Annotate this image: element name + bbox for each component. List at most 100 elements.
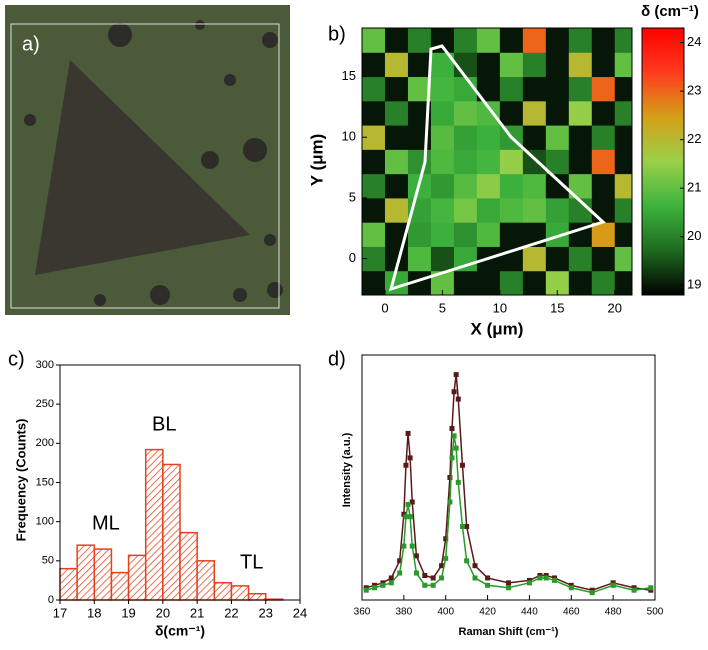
- heat-cell: [362, 76, 386, 102]
- heat-cell: [362, 270, 386, 295]
- heat-cell: [384, 100, 409, 126]
- x-axis-label: δ(cm⁻¹): [155, 623, 205, 639]
- spectrum-marker: [422, 573, 428, 578]
- heat-cell: [522, 149, 547, 175]
- x-tick-label: 5: [439, 300, 446, 315]
- x-tick-label: 440: [521, 607, 538, 618]
- map-panel: 0 5 10 15 20 0 5 10 15 X (μm) Y (μm) b) 19 20 21 22 23 24…: [307, 3, 701, 339]
- y-tick-label: 15: [342, 68, 356, 83]
- heat-cell: [591, 173, 616, 199]
- heat-cell: [614, 197, 632, 223]
- heat-cell: [545, 270, 570, 295]
- spectrum-marker: [388, 575, 394, 581]
- heat-cell: [614, 28, 632, 53]
- histogram-bar: [162, 463, 181, 601]
- heat-cell: [614, 100, 632, 126]
- heat-cell: [591, 197, 616, 223]
- spectrum-marker: [388, 580, 394, 586]
- heat-cell: [591, 76, 616, 102]
- heat-cell: [522, 173, 547, 199]
- spectrum-marker: [405, 430, 411, 436]
- flake-outline: [388, 44, 606, 292]
- colorbar-tick-label: 19: [687, 277, 701, 292]
- spectrum-marker: [397, 570, 403, 576]
- heat-cell: [545, 197, 570, 223]
- spectrum-marker: [451, 389, 457, 395]
- heat-cell: [384, 246, 409, 272]
- panel-label: d): [328, 348, 346, 370]
- heat-cell: [407, 28, 432, 53]
- panel-label: a): [22, 33, 40, 55]
- plot-frame: [361, 354, 656, 601]
- heat-cell: [407, 222, 432, 247]
- spectrum-marker: [447, 499, 453, 505]
- heat-cell: [476, 270, 501, 295]
- histogram-bar: [110, 571, 130, 601]
- histogram-panel: 17 18 19 20 21 22 23 24 0 50 100 150 200 250 300 δ(cm⁻¹…: [8, 348, 307, 638]
- heat-cell: [453, 197, 478, 223]
- heat-cell: [430, 197, 455, 223]
- spectrum-marker: [455, 479, 461, 485]
- heat-cell: [453, 270, 478, 295]
- histogram-bar: [247, 592, 267, 601]
- spectrum-marker: [401, 543, 407, 549]
- y-tick-label: 250: [36, 398, 54, 410]
- spectrum-marker: [409, 499, 415, 505]
- spectrum-marker: [413, 553, 419, 559]
- spectrum-marker: [526, 580, 532, 586]
- heat-cell: [453, 28, 478, 53]
- x-tick-label: 480: [605, 607, 622, 618]
- spectrum-marker: [589, 590, 595, 596]
- spectrum-marker: [449, 455, 455, 461]
- heat-cell: [591, 100, 616, 126]
- heat-cell: [362, 149, 386, 175]
- x-tick-label: 19: [121, 605, 135, 620]
- optical-image: [5, 5, 290, 315]
- colorbar-tick-label: 22: [687, 131, 701, 146]
- histogram-bar: [196, 560, 216, 601]
- heat-cell: [614, 76, 632, 102]
- panel-label: b): [328, 23, 346, 45]
- heat-cell: [384, 125, 409, 150]
- y-axis-label: Intensity (a.u.): [341, 432, 353, 507]
- spectrum-marker: [464, 558, 470, 564]
- spectrum-line: [365, 435, 651, 594]
- heat-cell: [499, 149, 524, 175]
- heat-cell: [591, 125, 616, 150]
- x-tick-label: 380: [396, 607, 413, 618]
- spectrum-marker: [407, 514, 413, 520]
- heat-cell: [568, 246, 593, 272]
- annotation: BL: [152, 413, 176, 435]
- heat-cell: [545, 125, 570, 150]
- heat-cell: [407, 52, 432, 78]
- heat-cell: [453, 149, 478, 175]
- heat-cell: [430, 52, 455, 78]
- heat-cell: [407, 149, 432, 175]
- spectrum-marker: [403, 514, 409, 520]
- heat-cell: [384, 149, 409, 175]
- spectrum-marker: [363, 587, 369, 593]
- heatmap-cells: [362, 28, 632, 295]
- heat-cell: [591, 222, 616, 247]
- spectrum-marker: [506, 585, 511, 591]
- heat-cell: [545, 28, 570, 53]
- heat-cell: [614, 173, 632, 199]
- spectrum-marker: [407, 455, 413, 461]
- heat-cell: [568, 76, 593, 102]
- heat-cell: [591, 149, 616, 175]
- spectrum-marker: [405, 501, 411, 507]
- spectrum-marker: [506, 580, 511, 586]
- heat-cell: [545, 76, 570, 102]
- x-axis-label: Raman Shift (cm⁻¹): [459, 626, 559, 638]
- x-tick-label: 18: [87, 605, 101, 620]
- heat-cell: [453, 173, 478, 199]
- spectrum-marker: [430, 575, 436, 581]
- heat-cell: [430, 125, 455, 150]
- colorbar-tick-label: 21: [687, 180, 701, 195]
- y-axis-label: Y (μm): [307, 134, 326, 187]
- heat-cell: [430, 149, 455, 175]
- heat-cell: [476, 197, 501, 223]
- spectrum-marker: [459, 524, 465, 529]
- heat-cell: [384, 52, 409, 78]
- heat-cell: [591, 270, 616, 295]
